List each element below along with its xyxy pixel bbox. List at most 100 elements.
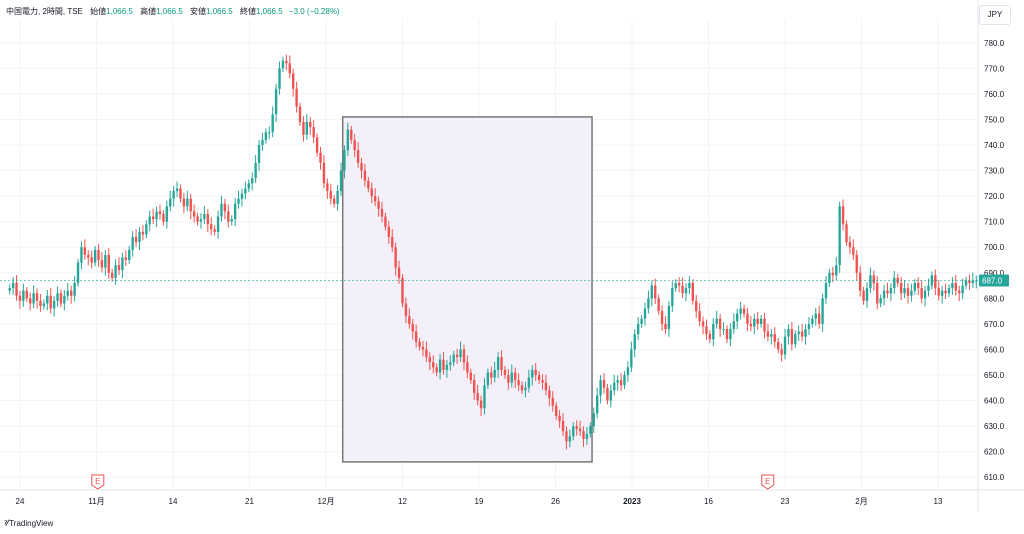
close-value: 1,066.5: [255, 7, 283, 16]
candle-body: [271, 114, 274, 133]
candle-body: [541, 380, 544, 383]
candle-body: [199, 219, 203, 222]
candle-body: [736, 313, 739, 322]
candle-body: [756, 318, 759, 324]
earnings-flag: E: [761, 474, 775, 490]
candle-body: [373, 196, 377, 202]
candle-body: [83, 247, 87, 255]
y-tick-label: 700.0: [984, 243, 1005, 252]
candle-body: [107, 254, 110, 273]
candle-body: [636, 323, 640, 335]
tradingview-logo-icon: ⁷⁄: [4, 518, 8, 528]
high-label: 高値: [140, 7, 157, 16]
candle-body: [746, 313, 749, 324]
candle-body: [739, 308, 742, 314]
candle-body: [776, 341, 780, 350]
candle-body: [688, 283, 691, 289]
branding-text: TradingView: [9, 518, 54, 528]
open-value: 1,066.5: [106, 7, 133, 16]
candle-body: [937, 288, 940, 296]
candle-body: [428, 357, 432, 363]
candle-body: [763, 318, 766, 332]
candle-body: [503, 369, 507, 375]
candle-body: [223, 203, 227, 212]
earnings-flag-icon[interactable]: [761, 474, 775, 490]
candle-body: [155, 211, 158, 220]
candle-body: [554, 405, 558, 416]
candle-body: [278, 68, 281, 89]
candle-body: [507, 375, 510, 383]
candle-body: [681, 285, 684, 294]
candle-body: [975, 280, 978, 282]
candle-body: [889, 288, 893, 294]
candle-body: [766, 331, 770, 337]
candle-body: [626, 367, 630, 375]
candle-body: [462, 349, 466, 363]
candle-body: [479, 400, 483, 409]
candle-body: [189, 198, 192, 212]
candle-body: [261, 139, 264, 145]
candle-body: [220, 203, 223, 217]
candle-body: [350, 129, 353, 140]
candle-body: [722, 329, 725, 330]
candle-body: [268, 132, 271, 134]
candle-body: [336, 191, 339, 204]
candle-body: [698, 311, 701, 322]
candle-body: [770, 334, 773, 337]
candle-body: [455, 354, 459, 358]
last-price-label: 687.0: [982, 276, 1003, 285]
y-tick-label: 690.0: [984, 269, 1005, 278]
x-tick-label: 21: [245, 497, 254, 506]
candle-body: [794, 334, 797, 345]
candle-body: [483, 385, 486, 409]
x-tick-label: 12月: [318, 497, 335, 506]
candle-body: [233, 203, 237, 220]
candle-body: [196, 216, 199, 222]
candle-body: [968, 280, 971, 283]
candle-body: [930, 275, 934, 286]
candle-body: [534, 369, 537, 375]
candle-body: [835, 265, 838, 276]
candle-body: [63, 295, 66, 304]
candle-body: [432, 362, 435, 368]
candle-body: [169, 198, 172, 207]
candle-body: [394, 247, 397, 268]
candle-body: [49, 295, 52, 309]
candle-body: [237, 198, 240, 204]
y-tick-label: 670.0: [984, 320, 1005, 329]
earnings-flag-icon[interactable]: [91, 474, 105, 490]
candle-body: [66, 290, 69, 296]
candle-body: [585, 433, 589, 439]
candle-body: [828, 272, 831, 283]
candle-body: [565, 431, 568, 442]
candle-body: [162, 214, 165, 222]
candle-body: [609, 390, 613, 401]
candle-body: [654, 285, 657, 299]
currency-button[interactable]: JPY: [979, 5, 1011, 25]
candle-body: [903, 288, 906, 294]
candle-body: [633, 334, 636, 350]
candle-body: [469, 372, 472, 381]
low-value: 1,066.5: [206, 7, 233, 16]
candle-body: [59, 293, 63, 304]
candle-body: [578, 428, 582, 432]
candle-body: [411, 323, 414, 332]
candle-body: [879, 298, 882, 304]
candle-body: [141, 231, 145, 235]
candle-body: [606, 387, 609, 401]
candle-body: [391, 237, 394, 248]
candle-body: [732, 321, 735, 329]
y-tick-label: 780.0: [984, 39, 1005, 48]
symbol-title: 中国電力, 2時間, TSE: [6, 7, 83, 16]
candle-body: [797, 331, 800, 335]
candle-body: [110, 272, 114, 278]
candle-body: [29, 298, 32, 304]
candle-body: [923, 290, 927, 299]
candle-body: [363, 170, 367, 181]
candle-body: [671, 288, 674, 306]
tradingview-logo[interactable]: ⁷⁄ TradingView: [4, 518, 53, 528]
candle-body: [531, 369, 534, 378]
candle-body: [524, 387, 527, 391]
candle-body: [831, 272, 835, 276]
